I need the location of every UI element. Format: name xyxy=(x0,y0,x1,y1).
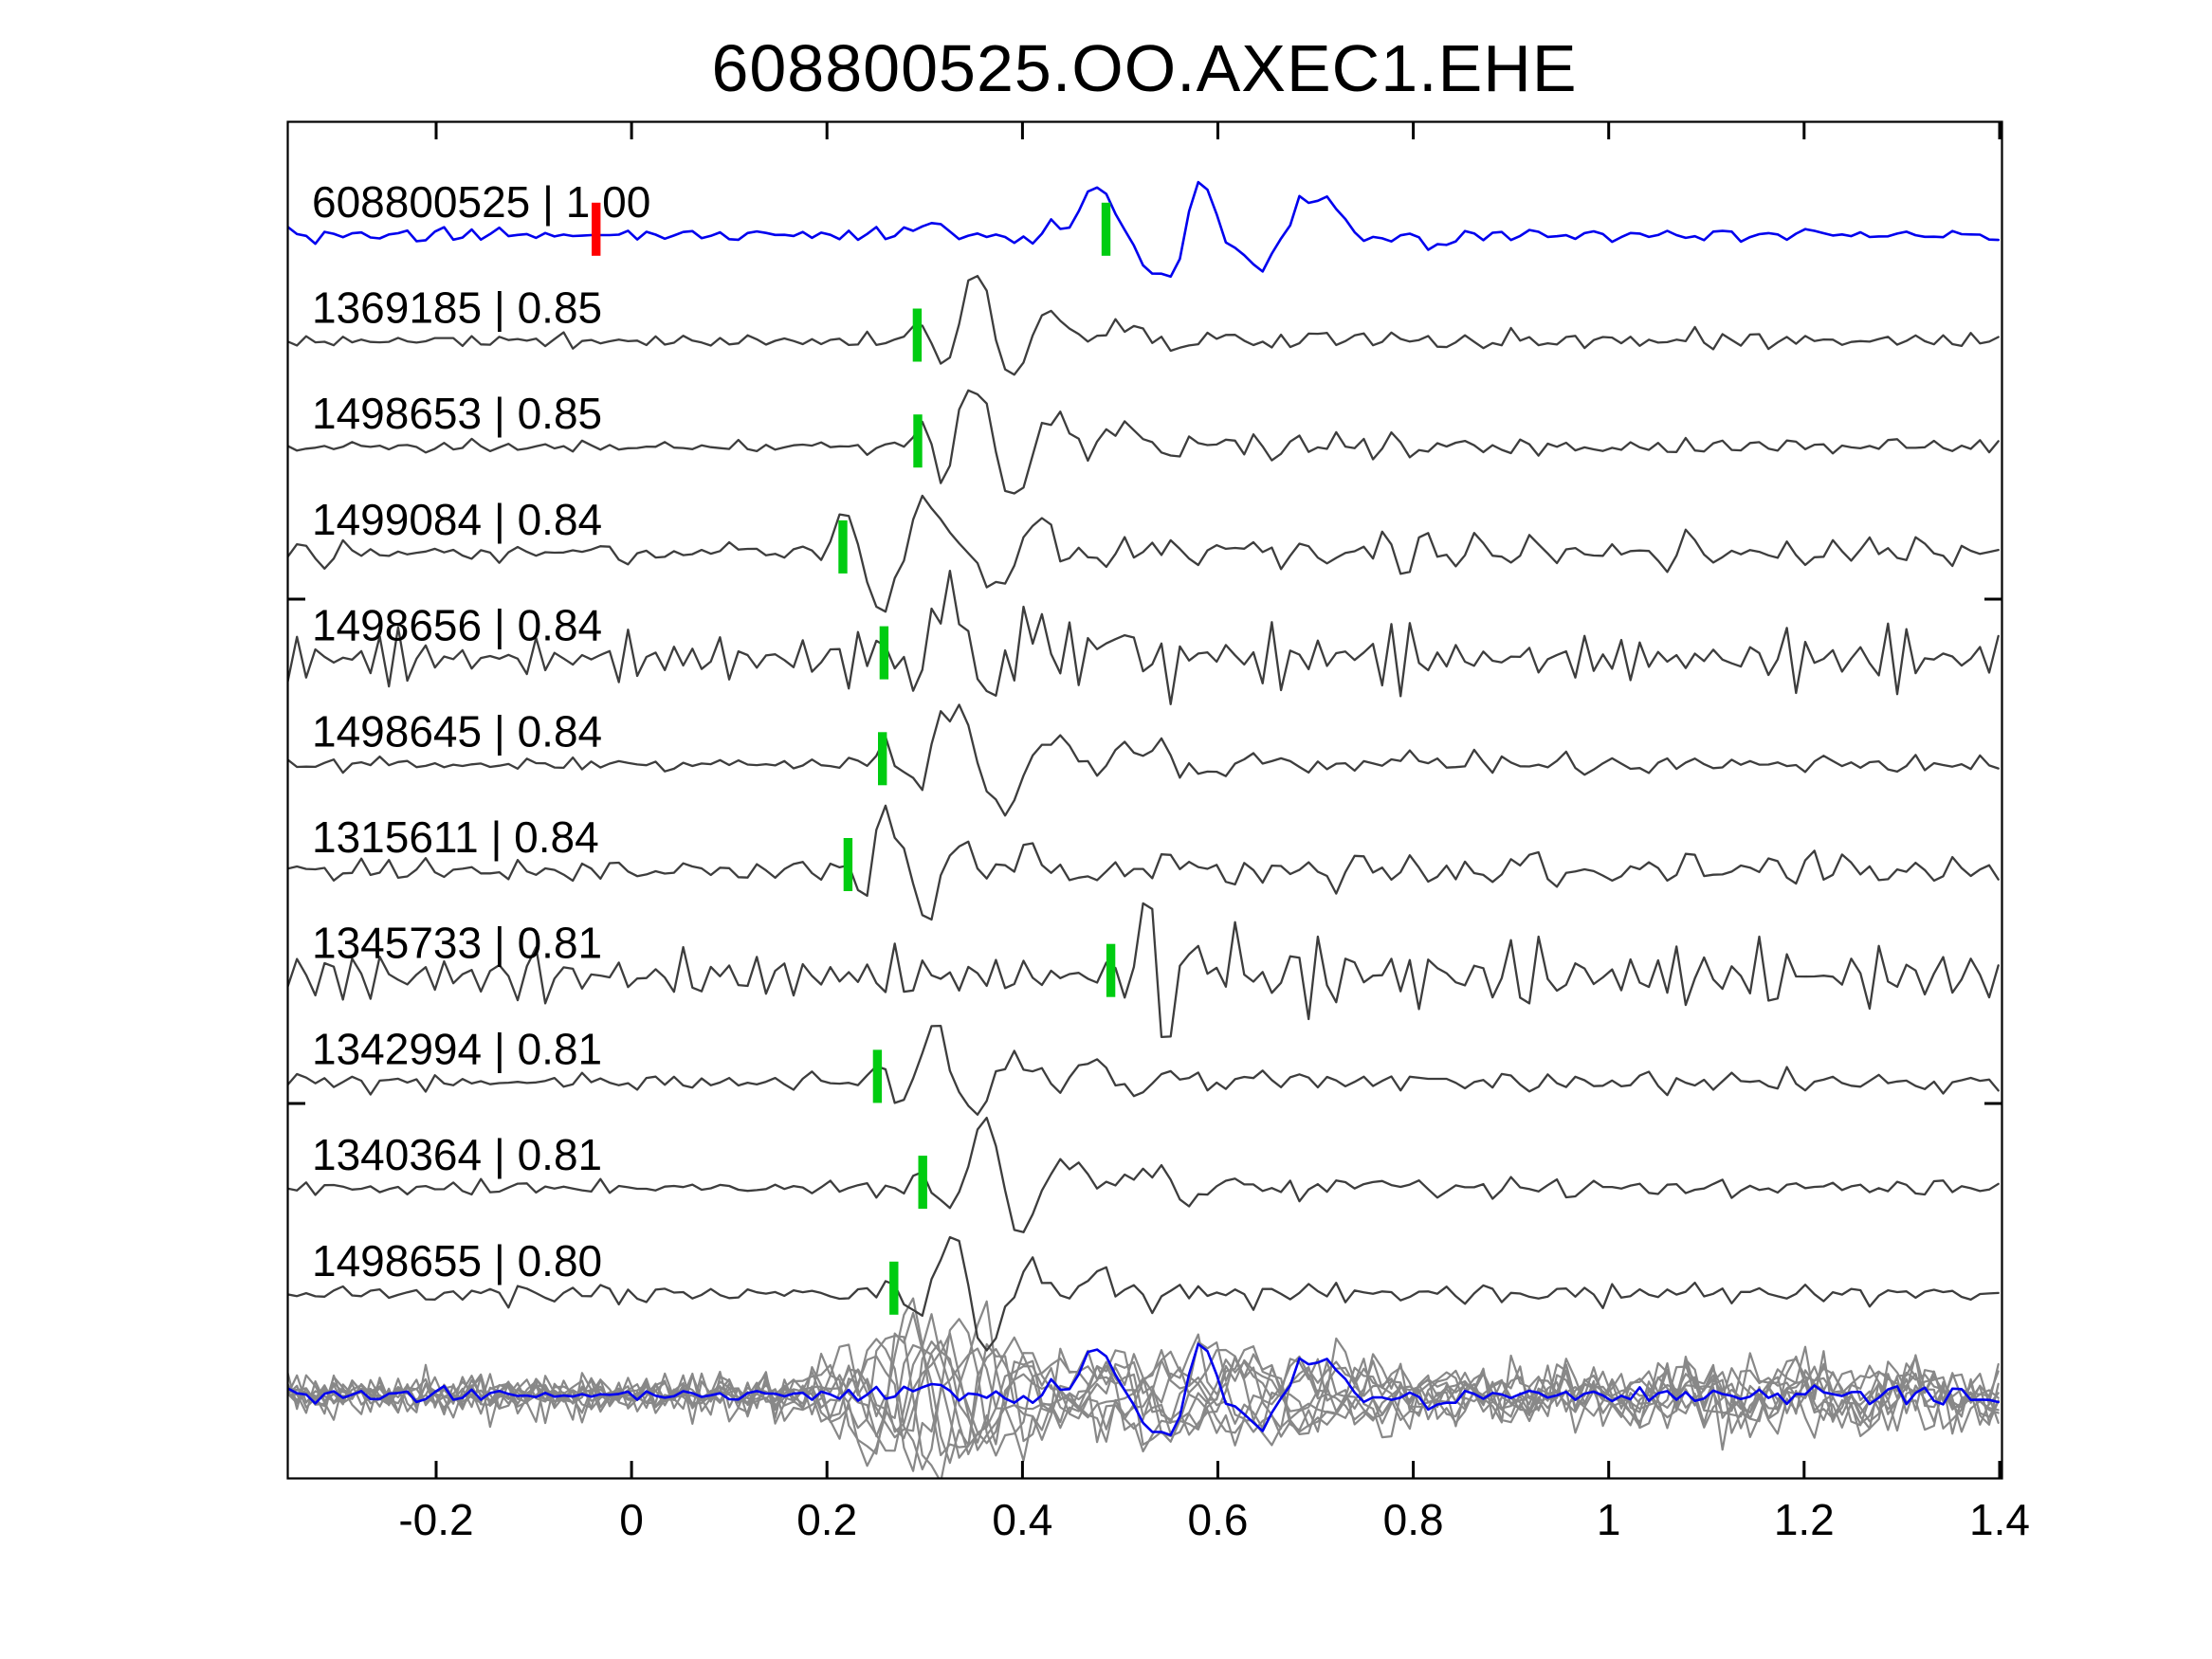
svg-text:1498655 | 0.80: 1498655 | 0.80 xyxy=(312,1236,602,1285)
svg-text:1499084 | 0.84: 1499084 | 0.84 xyxy=(312,495,602,544)
svg-text:1340364 | 0.81: 1340364 | 0.81 xyxy=(312,1130,602,1179)
svg-text:1498653 | 0.85: 1498653 | 0.85 xyxy=(312,389,602,438)
svg-text:1: 1 xyxy=(1597,1495,1621,1544)
svg-text:0.4: 0.4 xyxy=(992,1495,1052,1544)
svg-text:1342994 | 0.81: 1342994 | 0.81 xyxy=(312,1024,602,1073)
svg-text:0.6: 0.6 xyxy=(1188,1495,1249,1544)
svg-text:0.2: 0.2 xyxy=(796,1495,857,1544)
svg-text:1345733 | 0.81: 1345733 | 0.81 xyxy=(312,919,602,968)
svg-text:1498645 | 0.84: 1498645 | 0.84 xyxy=(312,706,602,756)
svg-text:608800525.OO.AXEC1.EHE: 608800525.OO.AXEC1.EHE xyxy=(711,31,1577,105)
svg-text:1369185 | 0.85: 1369185 | 0.85 xyxy=(312,283,602,333)
svg-text:0: 0 xyxy=(619,1495,644,1544)
svg-text:1315611 | 0.84: 1315611 | 0.84 xyxy=(312,812,599,862)
svg-text:1.2: 1.2 xyxy=(1774,1495,1835,1544)
svg-text:1498656 | 0.84: 1498656 | 0.84 xyxy=(312,601,602,650)
svg-text:1.4: 1.4 xyxy=(1969,1495,2030,1544)
svg-text:-0.2: -0.2 xyxy=(398,1495,473,1544)
svg-text:0.8: 0.8 xyxy=(1383,1495,1444,1544)
